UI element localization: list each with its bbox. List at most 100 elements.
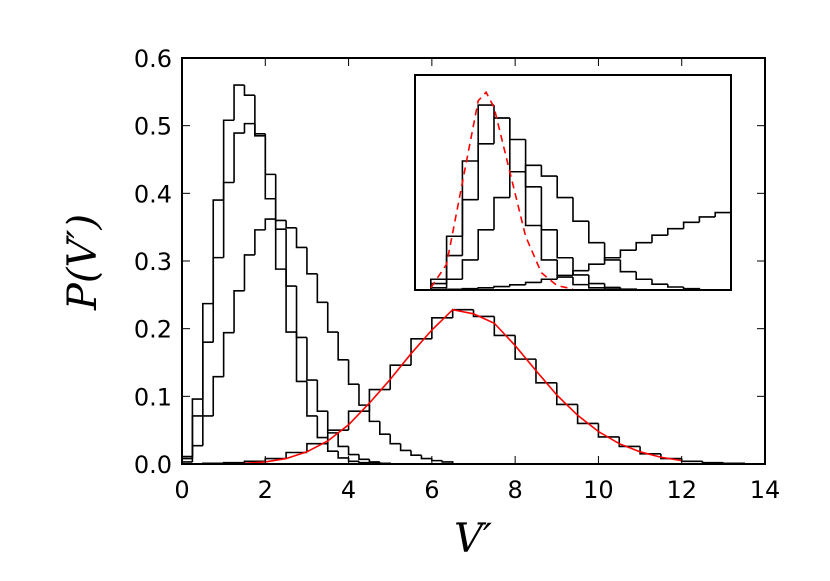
x-tick-label: 0 [174, 476, 189, 504]
histogram-bin [701, 461, 724, 464]
histogram-bin [618, 436, 641, 448]
histogram-bin [431, 317, 453, 339]
histogram-bin [202, 341, 214, 416]
histogram-bin [326, 302, 339, 333]
histogram-bin [540, 165, 558, 177]
histogram-bin [347, 359, 359, 385]
histogram-bin [306, 247, 318, 275]
histogram-bin [576, 404, 599, 425]
histogram-bin [667, 284, 684, 288]
histogram-bin [389, 364, 412, 390]
histogram-bin [540, 186, 558, 231]
plot-area [415, 75, 731, 290]
histogram-bin [264, 218, 276, 230]
histogram-bin [368, 459, 380, 463]
histogram-bin [212, 256, 224, 343]
histogram-bin [285, 229, 297, 287]
histogram-bin [540, 225, 558, 261]
histogram-bin [254, 95, 266, 137]
y-tick-label: 0.2 [134, 316, 172, 344]
histogram-bin [274, 219, 287, 222]
histogram-bin [222, 119, 235, 201]
histogram-bin [358, 461, 370, 464]
histogram-bin [222, 331, 235, 377]
fit-curve [244, 308, 682, 465]
histogram-bin [399, 443, 412, 452]
histogram-bin [651, 279, 668, 285]
histogram-bin [461, 198, 479, 256]
x-tick-label: 2 [258, 476, 273, 504]
histogram-bin [493, 117, 510, 144]
histogram-bin [233, 289, 245, 333]
histogram-bin [572, 197, 589, 222]
x-tick-label: 12 [666, 476, 697, 504]
y-tick-label: 0.0 [134, 451, 172, 479]
histogram-bin [603, 256, 621, 265]
histogram-bin [682, 221, 700, 229]
axes-frame [414, 74, 732, 291]
histogram-bin [635, 241, 652, 251]
histogram-bin [509, 284, 526, 287]
histogram-bin [295, 332, 307, 383]
histogram-bin [316, 273, 328, 304]
histogram-bin [191, 444, 203, 462]
histogram-bin [445, 254, 463, 284]
histogram-bin [306, 442, 328, 453]
histogram-bin [524, 164, 542, 172]
histogram-bin [285, 269, 297, 333]
histogram-bin [651, 234, 668, 243]
histogram-bin [540, 278, 558, 283]
histogram-bin [306, 337, 318, 381]
y-axis-label: P(V′) [60, 214, 106, 311]
histogram-bin [202, 415, 214, 446]
histogram-bin [597, 423, 620, 438]
histogram-bin [358, 454, 370, 461]
histogram-bin [379, 421, 391, 436]
histogram-bin [493, 196, 510, 230]
histogram-bin [243, 460, 266, 463]
histogram-bin [477, 229, 494, 260]
histogram-bin [243, 122, 255, 134]
histogram-bin [358, 384, 370, 406]
histogram-bin [441, 460, 454, 464]
histogram-bin [222, 181, 235, 258]
histogram-bin [264, 133, 276, 176]
histogram-bin [556, 229, 573, 259]
histogram-bin [420, 455, 432, 460]
histogram-bin [556, 274, 573, 280]
histogram-bin [524, 139, 542, 188]
histogram-bin [588, 263, 605, 271]
histogram-bin [295, 286, 307, 339]
histogram-bin [389, 434, 401, 445]
histogram-bin [285, 451, 307, 459]
fit-curve [430, 90, 574, 290]
histogram-bin [191, 415, 203, 459]
histogram-bin [233, 132, 245, 183]
histogram-bin [306, 381, 318, 417]
histogram-bin [445, 278, 463, 288]
histogram-bin [588, 274, 605, 285]
histogram-bin [212, 375, 224, 416]
histogram-bin [555, 382, 578, 406]
histogram-bin [572, 269, 589, 276]
histogram-bin [619, 259, 637, 273]
y-tick-label: 0.4 [134, 180, 172, 208]
histogram-bin [660, 453, 682, 460]
histogram-bin [603, 283, 621, 289]
histogram-bin [514, 335, 536, 360]
histogram-bin [667, 227, 684, 236]
histogram-bin [556, 176, 573, 199]
histogram-bin [639, 446, 661, 455]
histogram-bin [588, 221, 605, 244]
histogram-bin [472, 309, 495, 318]
y-tick-label: 0.6 [134, 45, 172, 73]
x-tick-label: 6 [424, 476, 439, 504]
histogram-bin [316, 380, 328, 413]
histogram-bin [285, 220, 297, 229]
histogram-bin [477, 104, 494, 161]
y-tick-label: 0.1 [134, 383, 172, 411]
histogram-bin [347, 446, 359, 456]
y-tick-label: 0.5 [134, 113, 172, 141]
histogram-bin [295, 227, 307, 249]
